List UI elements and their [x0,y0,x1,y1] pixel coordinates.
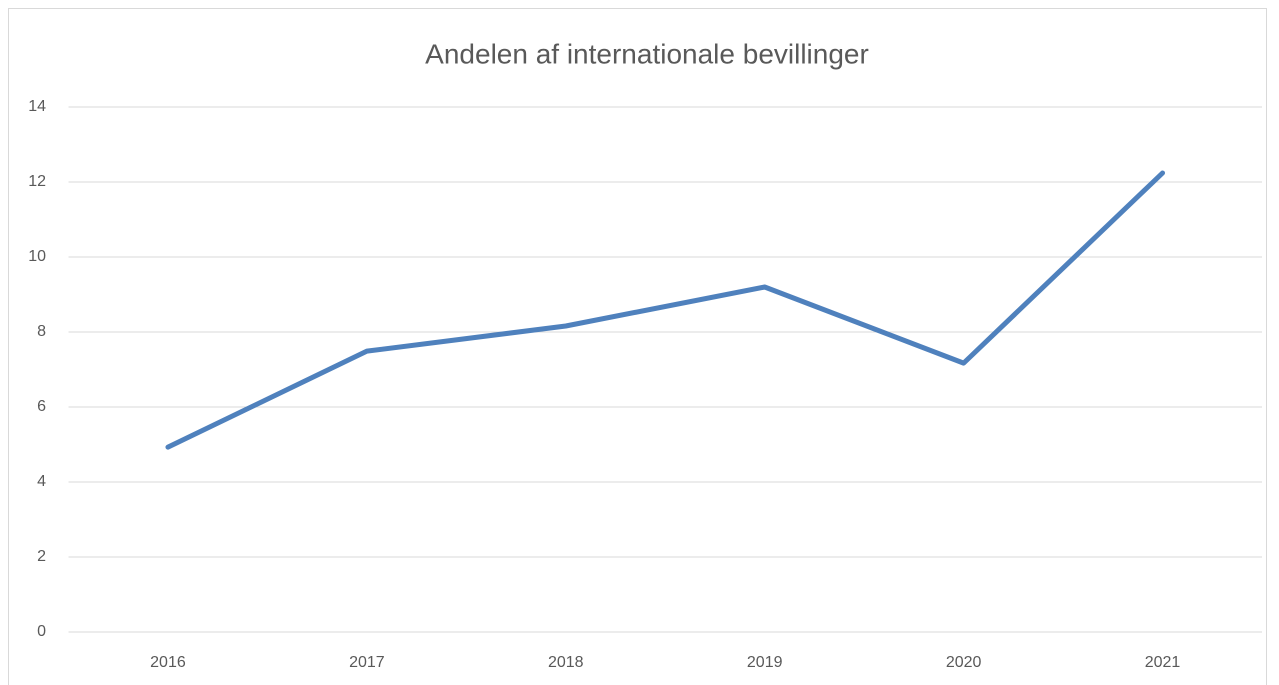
y-tick-label: 12 [28,173,46,190]
x-tick-label: 2020 [946,654,982,671]
y-tick-label: 6 [37,398,46,415]
y-tick-label: 4 [37,473,46,490]
y-tick-label: 0 [37,623,46,640]
x-tick-label: 2017 [349,654,385,671]
chart-frame [8,8,1267,685]
x-tick-label: 2019 [747,654,783,671]
y-tick-label: 14 [28,98,46,115]
data-line [165,170,1166,450]
chart-title: Andelen af internationale bevillinger [425,38,869,69]
x-tick-label: 2018 [548,654,584,671]
y-tick-label: 8 [37,323,46,340]
y-tick-label: 10 [28,248,46,265]
y-tick-label: 2 [37,548,46,565]
x-tick-label: 2016 [150,654,186,671]
x-tick-label: 2021 [1145,654,1181,671]
